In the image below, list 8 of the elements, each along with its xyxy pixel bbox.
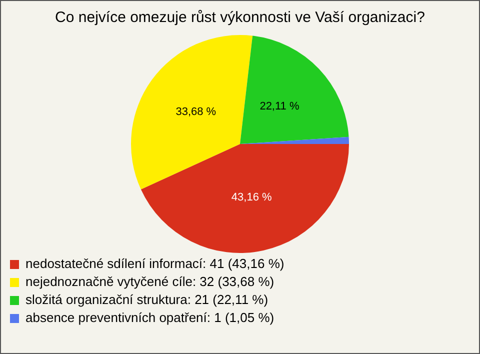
chart-title: Co nejvíce omezuje růst výkonnosti ve Vaší organizaci? bbox=[55, 9, 425, 26]
legend-label: nedostatečné sdílení informací: 41 (43,16 %) bbox=[26, 256, 284, 272]
data-label: 33,68 % bbox=[176, 106, 216, 118]
data-label: 43,16 % bbox=[231, 191, 272, 204]
legend-label: složitá organizační struktura: 21 (22,11 %) bbox=[26, 292, 268, 308]
data-label: 22,11 % bbox=[260, 100, 300, 112]
legend-label: absence preventivních opatření: 1 (1,05 %) bbox=[26, 310, 274, 326]
legend-label: nejednoznačně vytyčené cíle: 32 (33,68 %) bbox=[26, 274, 274, 290]
